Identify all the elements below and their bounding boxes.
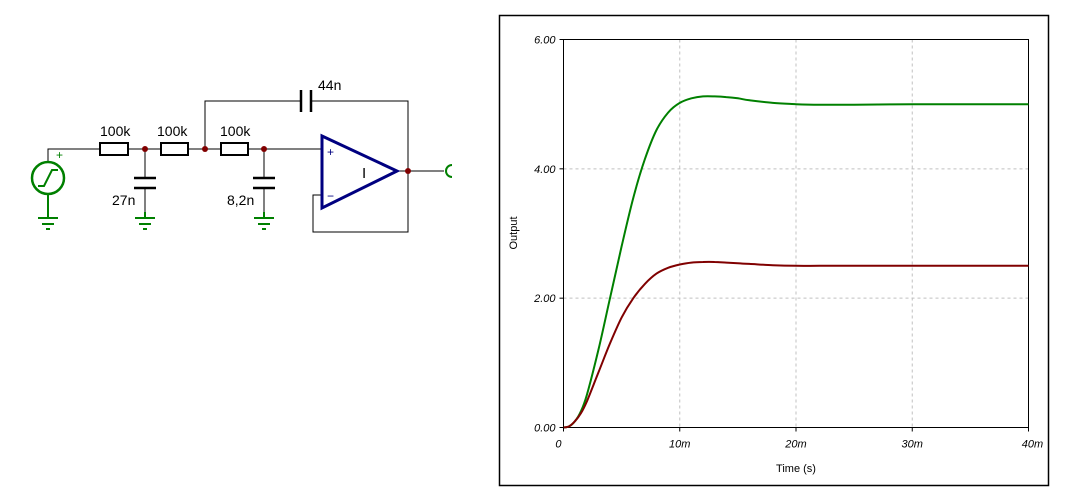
opamp-plus-input: + xyxy=(327,145,334,159)
resistor-r1 xyxy=(99,142,129,156)
capacitor-27n xyxy=(134,176,156,190)
x-tick-label: 0 xyxy=(555,439,562,451)
y-tick-label: 6.00 xyxy=(534,35,556,47)
circuit-schematic: + + − I 100k 100k 100k 44n 27n 8,2n xyxy=(30,77,453,233)
resistor-r2 xyxy=(160,142,189,156)
junction-dots xyxy=(142,146,411,174)
label-r1: 100k xyxy=(100,123,131,139)
chart-ticks: 0 10m 20m 30m 40m 0.00 2.00 4.00 6.00 xyxy=(533,35,1043,451)
capacitor-8-2n xyxy=(253,176,275,190)
y-tick-label: 0.00 xyxy=(534,423,556,435)
label-r3: 100k xyxy=(220,123,251,139)
label-c-8-2n: 8,2n xyxy=(227,192,254,208)
x-tick-label: 30m xyxy=(902,439,923,451)
x-tick-label: 10m xyxy=(669,439,690,451)
y-axis-title: Output xyxy=(508,216,520,249)
y-tick-label: 4.00 xyxy=(534,164,556,176)
x-tick-label: 20m xyxy=(784,439,806,451)
source-plus-sign: + xyxy=(56,148,63,162)
label-c-27n: 27n xyxy=(112,192,135,208)
chart-frame xyxy=(498,14,1050,487)
opamp-minus-input: − xyxy=(327,189,334,203)
ground-icon xyxy=(135,212,155,230)
opamp-marker: I xyxy=(362,165,366,182)
ground-icon xyxy=(254,212,274,230)
series-line-2 xyxy=(563,260,1029,429)
chart-series xyxy=(563,95,1029,429)
chart-grid xyxy=(563,39,1029,428)
capacitor-44n xyxy=(299,90,313,112)
x-axis-title: Time (s) xyxy=(776,463,816,475)
ground-icon xyxy=(38,212,58,230)
y-tick-label: 2.00 xyxy=(533,293,556,305)
x-tick-label: 40m xyxy=(1022,439,1043,451)
output-terminal-icon xyxy=(445,164,453,178)
label-c-44n: 44n xyxy=(318,77,341,93)
label-r2: 100k xyxy=(157,123,188,139)
resistor-r3 xyxy=(220,142,249,156)
series-line-1 xyxy=(563,95,1029,429)
step-source-icon xyxy=(30,160,66,212)
opamp-triangle xyxy=(320,133,401,211)
